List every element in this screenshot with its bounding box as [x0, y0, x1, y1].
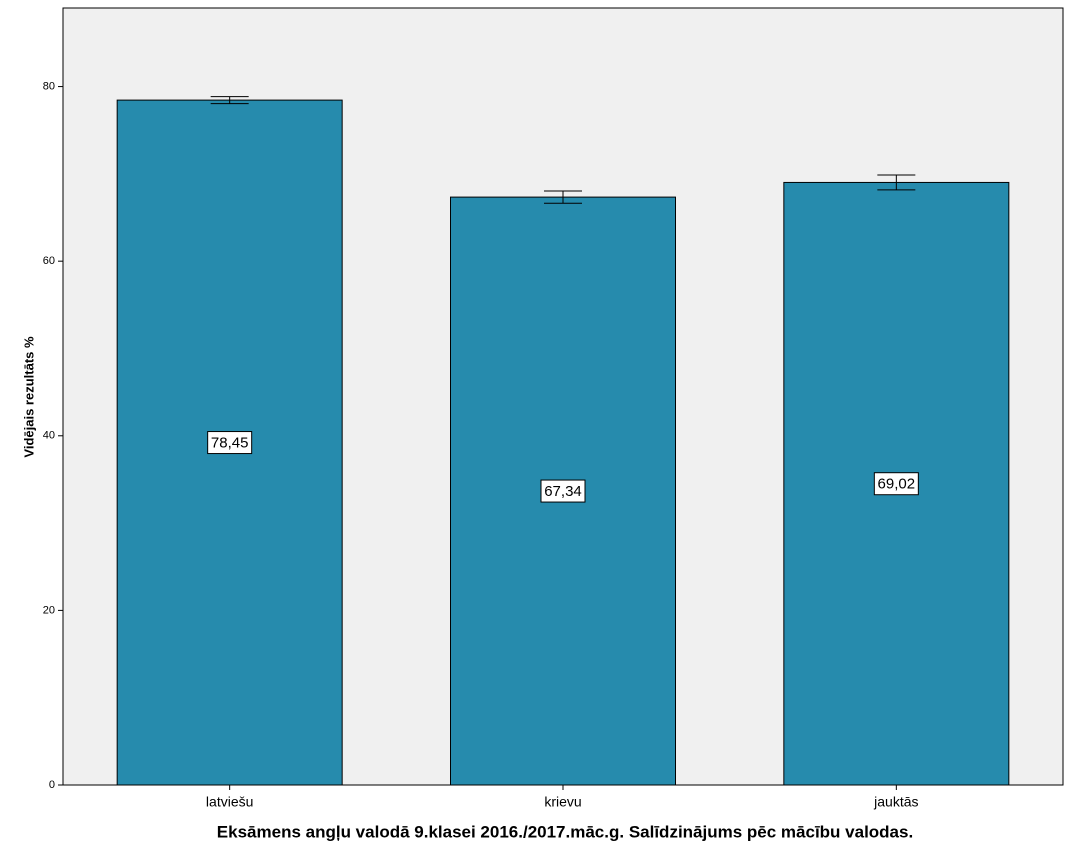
- value-label: 67,34: [544, 483, 582, 500]
- error-bar: [544, 190, 582, 204]
- value-label: 69,02: [878, 476, 916, 493]
- error-bar: [210, 96, 249, 105]
- x-tick-label: krievu: [544, 794, 581, 810]
- y-tick-label: 40: [43, 430, 55, 442]
- value-label-box: [873, 472, 919, 496]
- x-tick-label: latviešu: [206, 794, 253, 810]
- y-tick-label: 20: [43, 604, 55, 616]
- value-label: 78,45: [211, 435, 249, 452]
- y-tick-label: 60: [43, 255, 55, 267]
- y-tick-label: 0: [49, 779, 55, 791]
- value-label-box: [540, 479, 586, 503]
- x-axis-title: Eksāmens angļu valodā 9.klasei 2016./201…: [217, 822, 913, 841]
- value-label-box: [207, 431, 253, 455]
- y-tick-label: 80: [43, 80, 55, 92]
- y-axis-title: Vidējais rezultāts %: [21, 336, 36, 458]
- x-tick-label: jauktās: [873, 794, 918, 810]
- error-bar: [877, 174, 916, 191]
